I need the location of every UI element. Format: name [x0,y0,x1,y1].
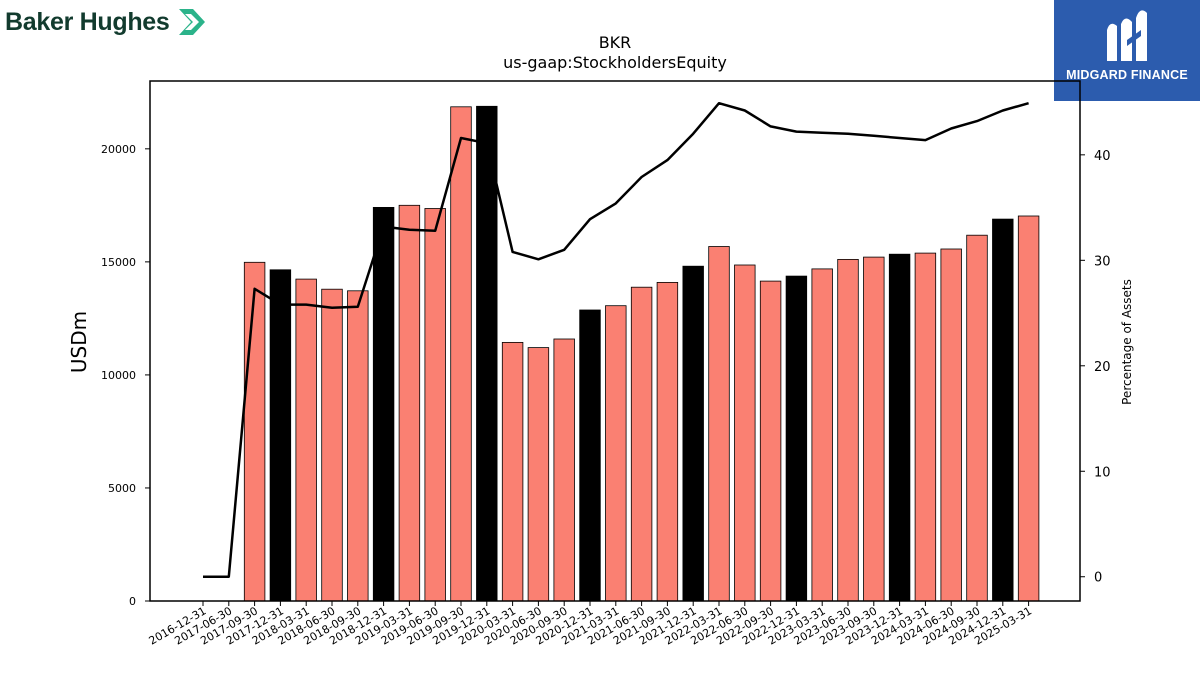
y2-tick-label: 10 [1094,465,1111,480]
bar-2019-06-30 [424,208,446,602]
baker-hughes-logo: Baker Hughes [5,4,208,40]
bar-2025-03-31 [1017,215,1040,602]
baker-hughes-mark-icon [178,9,205,35]
y-tick-label: 15000 [101,256,136,269]
plot-frame [149,80,1081,602]
y2-tick-label: 0 [1094,571,1102,586]
chart-title: BKR [599,33,632,52]
bar-2022-09-30 [759,280,782,602]
bar-2021-06-30 [630,286,653,602]
bar-2020-12-31 [579,309,601,602]
bar-2023-09-30 [863,256,885,602]
bar-2022-12-31 [785,275,808,602]
bar-2018-06-30 [321,288,343,602]
bar-2020-03-31 [501,341,524,602]
bar-2023-12-31 [888,253,911,602]
midgard-m-mark-icon [1107,10,1147,62]
y-tick-label: 0 [129,595,136,608]
y2-tick-label: 20 [1094,360,1111,375]
y2-axis-label: Percentage of Assets [1120,279,1134,405]
bar-2021-03-31 [605,305,627,602]
bar-2017-12-31 [269,269,292,602]
y2-tick-label: 40 [1094,149,1111,164]
bar-2017-09-30 [243,261,266,602]
bar-2024-06-30 [940,248,962,602]
y-tick-label: 10000 [101,369,136,382]
bar-2024-03-31 [914,252,937,602]
y-tick-label: 20000 [101,143,136,156]
bar-2019-03-31 [398,204,421,602]
bar-2020-09-30 [553,338,575,602]
y-axis-label: USDm [67,311,91,373]
percentage-of-assets-line [203,101,1029,578]
bar-2018-12-31 [372,206,395,602]
midgard-finance-logo-text: MIDGARD FINANCE [1066,68,1188,82]
chart-subtitle: us-gaap:StockholdersEquity [503,53,727,72]
bar-2023-06-30 [837,258,859,602]
bar-2019-09-30 [450,106,472,602]
midgard-finance-logo: MIDGARD FINANCE [1054,0,1200,101]
bar-2024-09-30 [966,234,988,602]
bar-2022-03-31 [708,246,730,602]
y-tick-label: 5000 [108,482,136,495]
bar-2021-12-31 [682,265,704,602]
bar-2020-06-30 [527,347,550,602]
bar-2023-03-31 [811,268,833,602]
bar-2018-09-30 [347,290,369,602]
bar-2024-12-31 [992,218,1014,602]
bars [243,105,1040,602]
line-layer [203,101,1029,578]
bar-2022-06-30 [734,264,756,602]
bar-2018-03-31 [295,278,317,602]
baker-hughes-logo-text: Baker Hughes [5,7,170,36]
bar-2021-09-30 [656,281,679,602]
bar-2019-12-31 [476,105,498,602]
y2-tick-label: 30 [1094,254,1111,269]
